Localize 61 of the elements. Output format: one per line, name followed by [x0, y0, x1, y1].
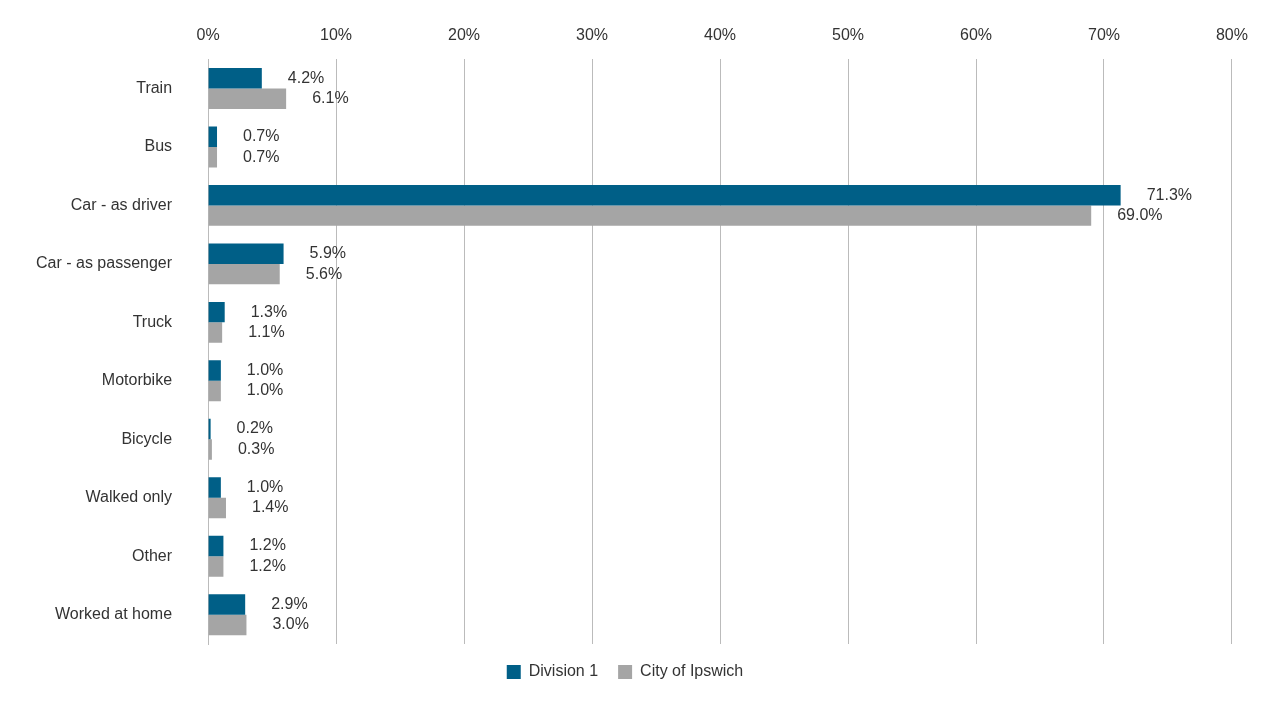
bar — [208, 67, 262, 89]
data-label: 69.0% — [1117, 206, 1163, 224]
legend-label: City of Ipswich — [640, 662, 744, 680]
data-label: 1.2% — [249, 536, 286, 554]
bar — [208, 477, 221, 498]
bar — [208, 126, 218, 147]
data-label: 0.3% — [237, 439, 275, 457]
data-label: 4.2% — [287, 68, 325, 86]
bar — [208, 556, 224, 577]
bar — [208, 184, 1121, 206]
bar — [208, 380, 221, 402]
data-label: 1.0% — [246, 381, 284, 399]
bar — [208, 205, 1092, 226]
bar — [208, 243, 284, 264]
bar — [208, 263, 280, 285]
data-label: 5.9% — [309, 244, 347, 262]
y-tick-label: Motorbike — [101, 371, 173, 389]
bar — [208, 301, 225, 323]
x-tick-label: 10% — [320, 26, 353, 44]
data-label: 1.4% — [251, 498, 289, 516]
data-label: 0.7% — [243, 147, 280, 165]
bar — [208, 535, 224, 557]
bar — [208, 88, 287, 109]
legend-label: Division 1 — [528, 662, 599, 680]
data-label: 1.1% — [248, 323, 285, 340]
bar — [208, 594, 246, 615]
y-tick-label: Train — [136, 78, 173, 96]
data-label: 1.2% — [249, 556, 286, 574]
y-tick-label: Bus — [144, 137, 173, 155]
data-label: 71.3% — [1146, 185, 1193, 203]
bar — [208, 439, 212, 460]
bar — [208, 322, 223, 343]
bar — [208, 614, 247, 636]
y-tick-label: Car - as driver — [70, 195, 173, 213]
y-tick-label: Other — [132, 546, 173, 564]
x-tick-label: 20% — [448, 26, 481, 44]
x-tick-label: 80% — [1215, 26, 1248, 44]
y-tick-label: Bicycle — [121, 429, 173, 447]
x-tick-label: 50% — [832, 26, 865, 44]
data-label: 1.3% — [250, 302, 288, 320]
y-tick-label: Walked only — [85, 488, 173, 506]
x-tick-label: 30% — [576, 26, 609, 44]
x-tick-label: 0% — [196, 26, 220, 44]
y-tick-label: Car - as passenger — [36, 254, 173, 272]
data-label: 1.0% — [246, 361, 284, 379]
data-label: 6.1% — [312, 89, 349, 107]
data-label: 0.2% — [236, 419, 274, 437]
data-label: 1.0% — [246, 477, 284, 495]
data-label: 5.6% — [305, 264, 343, 282]
data-label: 0.7% — [243, 127, 280, 145]
x-tick-label: 70% — [1087, 26, 1121, 44]
x-tick-label: 60% — [959, 26, 993, 44]
y-tick-label: Truck — [132, 312, 174, 330]
bar — [208, 497, 226, 519]
bar — [208, 360, 221, 381]
bar — [208, 418, 211, 440]
y-tick-label: Worked at home — [54, 605, 173, 623]
data-label: 2.9% — [271, 594, 308, 612]
x-tick-label: 40% — [704, 26, 737, 44]
bar — [208, 146, 218, 168]
data-label: 3.0% — [272, 615, 309, 633]
